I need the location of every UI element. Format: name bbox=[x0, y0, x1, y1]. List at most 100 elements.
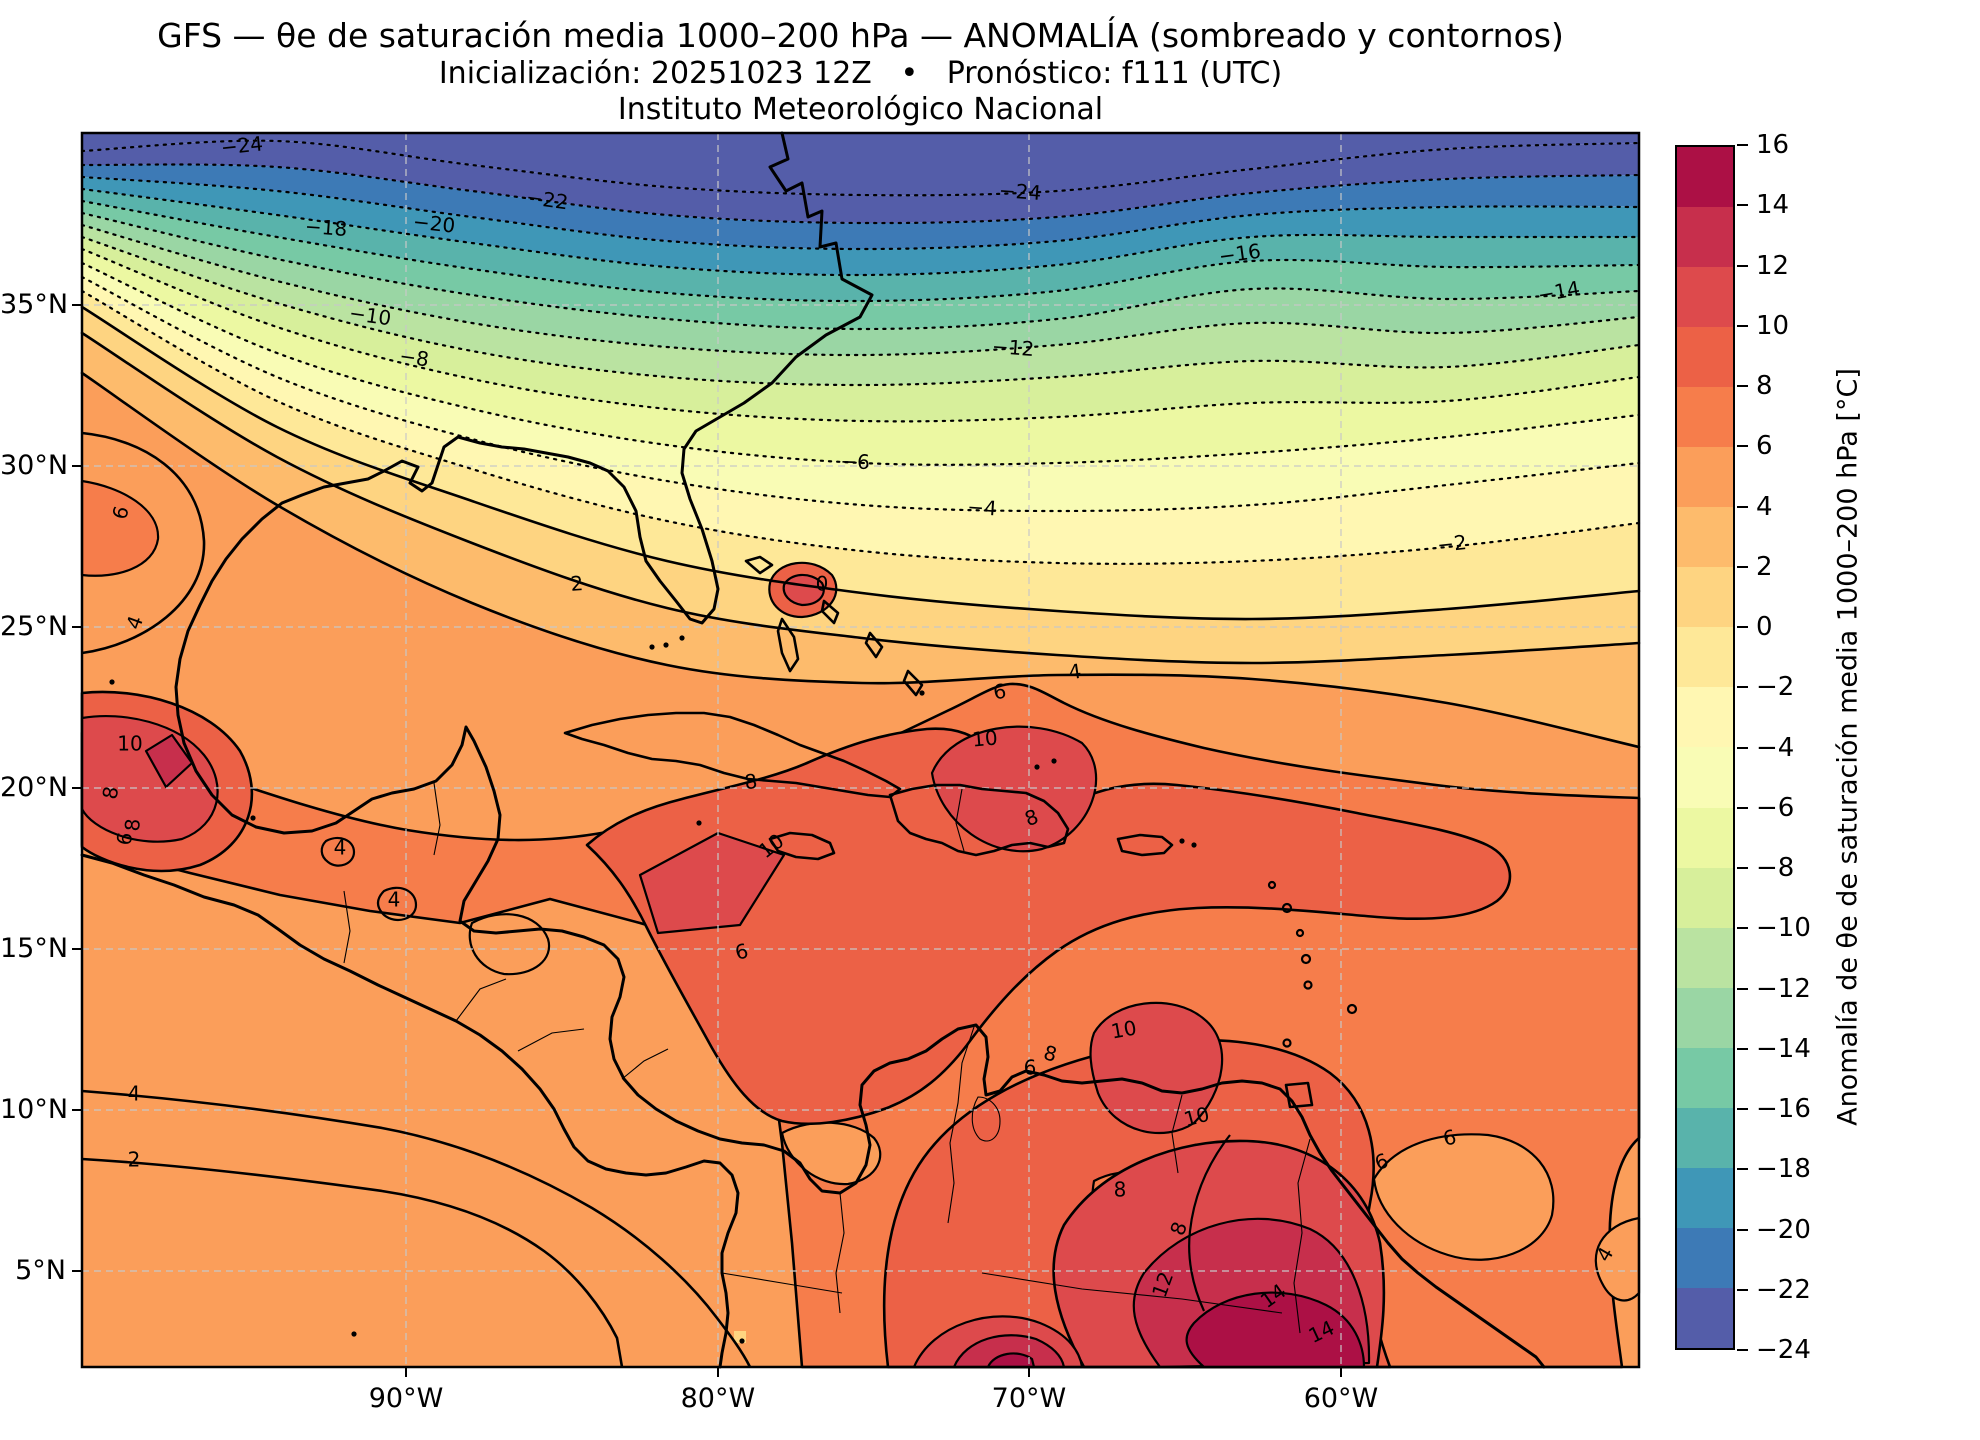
colorbar-tick-label: 14 bbox=[1756, 190, 1790, 221]
plot-frame bbox=[80, 131, 1641, 1369]
small-island bbox=[1282, 1038, 1292, 1048]
chart-title: GFS — θe de saturación media 1000–200 hP… bbox=[157, 16, 1564, 55]
region-caribbean-8-10 bbox=[585, 727, 1512, 1126]
graticule bbox=[82, 133, 1639, 1367]
colorbar-tick bbox=[1737, 867, 1748, 869]
island-coastline bbox=[1284, 1081, 1314, 1109]
colorbar-tick bbox=[1737, 686, 1748, 689]
colorbar-tick-label: −14 bbox=[1756, 1033, 1811, 1064]
island-coastline bbox=[902, 669, 924, 697]
colorbar bbox=[1675, 145, 1735, 1350]
axes bbox=[72, 131, 1641, 1377]
colorbar-tick-label: −20 bbox=[1756, 1214, 1811, 1245]
colorbar-tick-label: 10 bbox=[1756, 310, 1790, 341]
band-fill bbox=[82, 177, 1639, 276]
country-border bbox=[621, 1048, 669, 1080]
colorbar-tick-label: 6 bbox=[1756, 431, 1773, 462]
contour-label: −10 bbox=[348, 301, 393, 331]
contour-line--4 bbox=[80, 275, 1641, 513]
country-border bbox=[1293, 1138, 1311, 1334]
colorbar-tick-label: −8 bbox=[1756, 853, 1795, 883]
tiny-feature-dot bbox=[919, 690, 925, 696]
contour-label: −2 bbox=[1436, 530, 1468, 557]
small-island bbox=[1267, 880, 1277, 890]
contour-line--16 bbox=[80, 199, 1641, 303]
contour-label: 8 bbox=[98, 784, 124, 801]
colorbar-tick bbox=[1737, 324, 1748, 327]
colorbar-tick-label: −2 bbox=[1756, 672, 1795, 703]
region-texas-6-8 bbox=[80, 479, 160, 577]
colorbar-tick bbox=[1737, 445, 1748, 448]
contour-line-extra bbox=[376, 886, 418, 922]
colorbar-tick-label: 16 bbox=[1756, 130, 1790, 160]
contour-label: 10 bbox=[971, 725, 998, 751]
contour-label: 6 bbox=[732, 938, 751, 964]
contour-line-0 bbox=[80, 305, 1641, 621]
colorbar-band bbox=[1677, 747, 1733, 808]
country-border bbox=[433, 782, 441, 856]
colorbar-tick-label: −16 bbox=[1756, 1094, 1811, 1124]
colorbar-band bbox=[1677, 1287, 1733, 1348]
x-tick-label: 90°W bbox=[368, 1383, 444, 1414]
colorbar-band bbox=[1677, 987, 1733, 1048]
contour-line--12 bbox=[80, 223, 1641, 357]
island-coastline bbox=[768, 831, 836, 861]
y-tick-label: 20°N bbox=[0, 772, 69, 803]
contour-label: 4 bbox=[388, 888, 401, 912]
contour-line--20 bbox=[80, 175, 1641, 251]
colorbar-tick-label: −22 bbox=[1756, 1274, 1811, 1305]
colorbar-band bbox=[1677, 927, 1733, 988]
contour-label: −12 bbox=[991, 334, 1035, 361]
colorbar-tick bbox=[1737, 746, 1748, 749]
contour-line-2 bbox=[80, 331, 1641, 665]
x-tick-label: 70°W bbox=[991, 1383, 1067, 1414]
region-hispaniola-10-12 bbox=[930, 725, 1098, 853]
colorbar-band bbox=[1677, 507, 1733, 568]
colorbar-label: Anomalía de θe de saturación media 1000–… bbox=[1832, 368, 1864, 1126]
band-fill bbox=[82, 164, 1639, 249]
colorbar-tick bbox=[1737, 1349, 1748, 1351]
contour-label: 8 bbox=[743, 769, 759, 795]
contour-line--14 bbox=[80, 211, 1641, 331]
contour-line-extra bbox=[320, 836, 356, 867]
contour-label: 10 bbox=[1109, 1015, 1138, 1043]
x-tick-label: 80°W bbox=[680, 1383, 756, 1414]
contour-line-4 bbox=[80, 371, 1641, 749]
colorbar-band bbox=[1677, 627, 1733, 688]
contour-line-extra bbox=[81, 1089, 752, 1368]
colorbar-tick bbox=[1737, 1168, 1748, 1171]
colorbar-tick-label: 4 bbox=[1756, 491, 1773, 522]
tiny-feature-dot bbox=[649, 644, 655, 650]
colorbar-tick bbox=[1737, 1288, 1748, 1291]
y-tick-label: 35°N bbox=[0, 289, 69, 321]
colorbar-tick-label: 0 bbox=[1756, 612, 1773, 642]
colorbar-tick-label: −12 bbox=[1756, 973, 1811, 1004]
contour-label: −6 bbox=[840, 449, 870, 474]
chart-institution: Instituto Meteorológico Nacional bbox=[617, 92, 1104, 127]
contour-label: 2 bbox=[128, 1148, 141, 1172]
small-island bbox=[1295, 928, 1305, 938]
band-fill bbox=[82, 333, 1639, 747]
country-border bbox=[835, 1192, 845, 1314]
colorbar-tick-label: −24 bbox=[1756, 1335, 1811, 1365]
colorbar-tick bbox=[1737, 264, 1748, 267]
colorbar-tick-label: −10 bbox=[1756, 913, 1811, 944]
contour-label: 6 bbox=[107, 503, 133, 522]
contour-label: 6 bbox=[991, 679, 1008, 705]
tiny-feature-dot bbox=[739, 1338, 745, 1344]
x-tick-label: 60°W bbox=[1303, 1383, 1379, 1414]
country-border bbox=[971, 1096, 1001, 1142]
contour-label: 2 bbox=[570, 571, 584, 596]
colorbar-band bbox=[1677, 1047, 1733, 1108]
band-fill bbox=[82, 201, 1639, 329]
contour-label: −18 bbox=[304, 214, 348, 241]
coastline bbox=[80, 853, 740, 1369]
contour-label: 8 bbox=[1041, 1040, 1060, 1066]
band-fill bbox=[82, 237, 1639, 422]
contour-label: −4 bbox=[967, 495, 998, 521]
contour-label: −20 bbox=[412, 209, 456, 237]
colorbar-band bbox=[1677, 687, 1733, 748]
colorbar-tick bbox=[1737, 204, 1748, 207]
country-border bbox=[455, 978, 507, 1022]
colorbar-tick bbox=[1737, 1228, 1748, 1231]
